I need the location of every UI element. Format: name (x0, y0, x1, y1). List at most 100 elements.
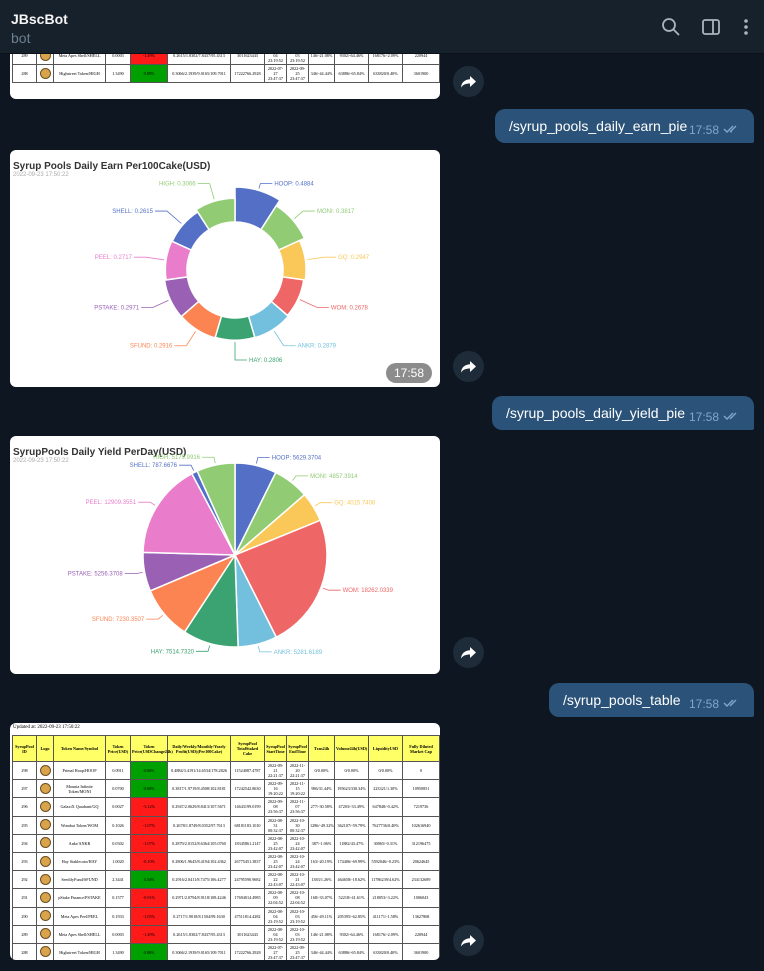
table-header-cell: SyrupPool EndTime (286, 735, 309, 762)
cell-liquidity: 7627736/0.40% (368, 815, 403, 835)
cell-fdmc: 220944 (402, 54, 440, 66)
table-row: 298 Primal Hoop/HOOP 0.0911 0.00% 0.4884… (12, 760, 440, 781)
cell-change: 4.34% (130, 870, 168, 890)
cell-liquidity: 5592046/-0.23% (368, 851, 403, 872)
cell-staked: 17222766.2928 (230, 64, 265, 84)
read-receipt-icon (723, 125, 737, 133)
token-logo-icon (39, 873, 51, 885)
cell-price: 0.0302 (105, 833, 131, 853)
chat-title[interactable]: JBscBot (11, 11, 68, 27)
cell-volume: 9302/-64.46% (334, 924, 369, 944)
cell-staked: 26775451.3837 (230, 851, 265, 872)
cell-staked: 17242542.8630 (230, 779, 265, 799)
forward-button[interactable] (453, 351, 484, 382)
cell-txns: 1286/-49.32% (308, 815, 335, 835)
pie-slice (233, 519, 328, 639)
cell-end: 2022-10-08 22:04:52 (286, 888, 309, 908)
pie-leader-line (138, 501, 156, 506)
pie-slice-label: MONI: 4857.3914 (310, 474, 358, 480)
chart-title: Syrup Pools Daily Earn Per100Cake(USD) (13, 161, 211, 172)
forward-button[interactable] (453, 925, 484, 956)
pie-leader-line (307, 256, 337, 261)
cell-liquidity: 168176/-2.09% (368, 924, 403, 944)
chat-status: bot (11, 30, 31, 46)
cell-profit: 0.2916/2.0411/8.7475/106.4277 (167, 870, 231, 890)
pie-slice-label: PSTAKE: 0.2971 (94, 305, 140, 311)
cell-profit: 0.3817/1.9719/8.4508/102.8181 (167, 779, 231, 799)
table-header-cell: SyrupPool StartTime (264, 735, 287, 762)
token-logo-icon (39, 891, 51, 903)
cell-name: Hay Stablecoin/HAY (53, 851, 106, 872)
forward-button[interactable] (453, 637, 484, 668)
cell-price: 1.3490 (105, 64, 131, 84)
cell-end: 2022-10-03 23:19:52 (286, 924, 309, 944)
table-row: 294 Ankr/ANKR 0.0302 -1.07% 0.2879/2.015… (12, 833, 440, 853)
pools-table: Updated at: 2022-09-23 17:50:22 SyrupPool… (10, 723, 440, 960)
cell-volume: 63886/-65.84% (334, 942, 369, 960)
cell-start: 2022-08-09 22:04:52 (264, 888, 287, 908)
cell-end: 2022-10-03 23:19:52 (286, 54, 309, 66)
pie-leader-line (124, 571, 143, 574)
table-row: 295 Wombat Token/WOM 0.1026 -1.07% 0.267… (12, 815, 440, 835)
table-image-partial[interactable]: 289 Meta Apes Shell/SHELL 0.0003 -1.49% … (10, 54, 440, 99)
forward-button[interactable] (453, 66, 484, 97)
table-row: 291 pStake Finance/PSTAKE 0.1577 -0.91% … (12, 888, 440, 908)
yield-pie-image[interactable]: SyrupPools Daily Yield PerDay(USD) 2022-… (10, 436, 440, 674)
cell-logo (36, 833, 54, 853)
pie-slice (142, 472, 237, 556)
cell-logo (36, 870, 54, 890)
token-logo-icon (39, 54, 51, 61)
token-logo-icon (39, 855, 51, 867)
forward-icon (461, 361, 476, 373)
pools-table-grid: SyrupPool ID Logo Token Name/Symbol Token P… (12, 735, 440, 960)
more-options-icon[interactable] (736, 17, 756, 37)
cell-id: 293 (12, 851, 37, 872)
cell-logo (36, 54, 54, 66)
table-header-cell: Token Name/Symbol (53, 735, 106, 762)
pie-slice-label: SFUND: 7230.3507 (92, 617, 145, 623)
pie-slice-label: PEEL: 0.2717 (95, 255, 133, 261)
read-receipt-icon (723, 699, 737, 707)
cell-fdmc: 13627868 (402, 906, 440, 926)
pie-slice-label: WOM: 18262.0339 (343, 588, 394, 594)
cell-volume: 362107/-59.79% (334, 815, 369, 835)
message-text: /syrup_pools_table (563, 692, 681, 708)
cell-staked: 3011623443 (230, 924, 265, 944)
cell-id: 289 (12, 924, 37, 944)
search-icon[interactable] (661, 17, 681, 37)
pools-table-image[interactable]: Updated at: 2022-09-23 17:50:22 SyrupPool… (10, 723, 440, 960)
cell-liquidity: 0/0.00% (368, 760, 403, 781)
cell-staked: 24795590.9682 (230, 870, 265, 890)
pie-leader-line (174, 331, 196, 347)
pie-slice (195, 197, 236, 231)
table-header-cell: Daily/Weekly/Monthly/Yearly Profit(USD)(… (167, 735, 231, 762)
pie-slice-label: GQ: 0.2947 (338, 255, 370, 261)
cell-liquidity: 218053/-3.22% (368, 888, 403, 908)
cell-end: 2022-10-03 23:19:52 (286, 906, 309, 926)
cell-logo (36, 815, 54, 835)
outgoing-message[interactable]: /syrup_pools_table 17:58 (549, 683, 754, 717)
cell-liquidity: 633820/0.40% (368, 942, 403, 960)
cell-txns: 0/0.00% (308, 760, 335, 781)
pie-leader-line (314, 502, 333, 507)
outgoing-message[interactable]: /syrup_pools_daily_earn_pie 17:58 (495, 109, 754, 143)
cell-liquidity: 11786239/4.62% (368, 870, 403, 890)
cell-fdmc: 1006043 (402, 888, 440, 908)
pie-slice-label: GQ: 4015.7408 (334, 501, 376, 507)
earn-pie-image[interactable]: Syrup Pools Daily Earn Per100Cake(USD) 2… (10, 150, 440, 387)
table-row: 289 Meta Apes Shell/SHELL 0.0003 -1.49% … (12, 924, 440, 944)
cell-name: GalaxiX Quadrant/GQ (53, 797, 106, 817)
cell-fdmc: 20624645 (402, 851, 440, 872)
cell-price: 2.3441 (105, 870, 131, 890)
pie-slice-label: WOM: 0.2678 (331, 305, 369, 311)
token-logo-icon (39, 782, 51, 794)
outgoing-message[interactable]: /syrup_pools_daily_yield_pie 17:58 (492, 396, 754, 430)
sidebar-toggle-icon[interactable] (701, 17, 721, 37)
pie-slice-label: HAY: 7514.7320 (151, 649, 195, 655)
pie-leader-line (202, 456, 216, 464)
cell-price: 1.3490 (105, 942, 131, 960)
pie-slice-label: HAY: 0.2806 (249, 358, 283, 364)
cell-profit: 0.2971/2.0794/8.9118/108.4246 (167, 888, 231, 908)
cell-volume: 0/0.00% (334, 760, 369, 781)
pie-slice-label: SHELL: 787.6676 (130, 463, 178, 469)
